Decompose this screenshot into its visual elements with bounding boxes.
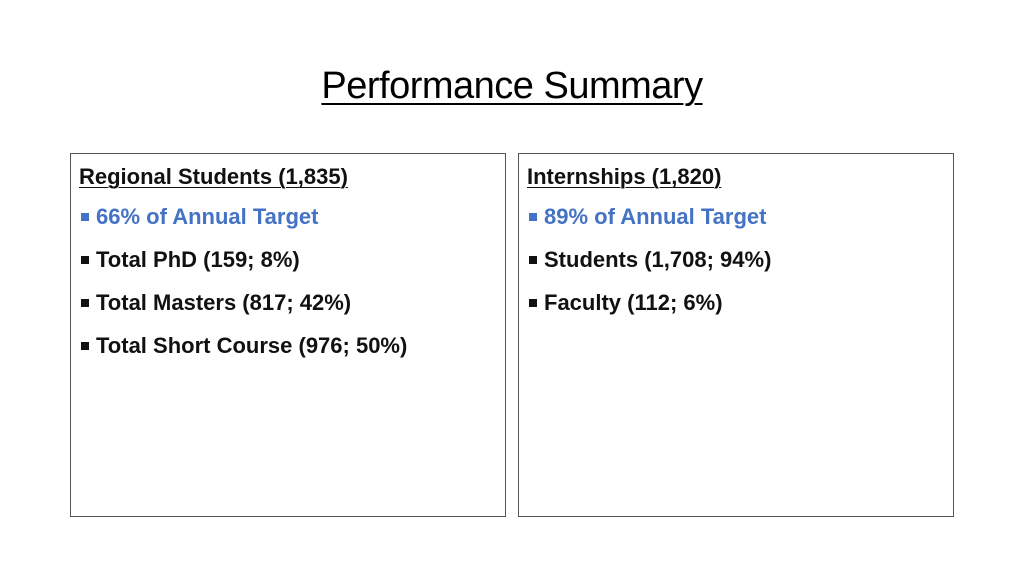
regional-students-panel: Regional Students (1,835) 66% of Annual … <box>70 153 506 517</box>
bullet-text: Total Masters (817; 42%) <box>96 290 352 315</box>
internships-panel: Internships (1,820) 89% of Annual Target… <box>518 153 954 517</box>
bullet-item: 89% of Annual Target <box>527 195 945 238</box>
bullet-text: Total PhD (159; 8%) <box>96 247 300 272</box>
bullet-text: Students (1,708; 94%) <box>544 247 772 272</box>
bullet-item: Total PhD (159; 8%) <box>79 238 497 281</box>
bullet-item: Students (1,708; 94%) <box>527 238 945 281</box>
square-bullet-icon <box>529 298 537 307</box>
bullet-text: Faculty (112; 6%) <box>544 290 723 315</box>
bullet-list: 89% of Annual Target Students (1,708; 94… <box>527 195 945 324</box>
square-bullet-icon <box>81 298 89 307</box>
bullet-item: Faculty (112; 6%) <box>527 281 945 324</box>
panel-heading: Internships (1,820) <box>527 164 722 189</box>
bullet-item: Total Masters (817; 42%) <box>79 281 497 324</box>
square-bullet-icon <box>529 212 537 221</box>
bullet-item: Total Short Course (976; 50%) <box>79 324 497 367</box>
bullet-list: 66% of Annual Target Total PhD (159; 8%)… <box>79 195 497 367</box>
square-bullet-icon <box>81 212 89 221</box>
slide-title: Performance Summary <box>321 65 703 107</box>
bullet-text: 89% of Annual Target <box>544 204 767 229</box>
bullet-item: 66% of Annual Target <box>79 195 497 238</box>
panel-heading: Regional Students (1,835) <box>79 164 348 189</box>
square-bullet-icon <box>81 341 89 350</box>
square-bullet-icon <box>529 255 537 264</box>
bullet-text: 66% of Annual Target <box>96 204 319 229</box>
square-bullet-icon <box>81 255 89 264</box>
bullet-text: Total Short Course (976; 50%) <box>96 333 408 358</box>
